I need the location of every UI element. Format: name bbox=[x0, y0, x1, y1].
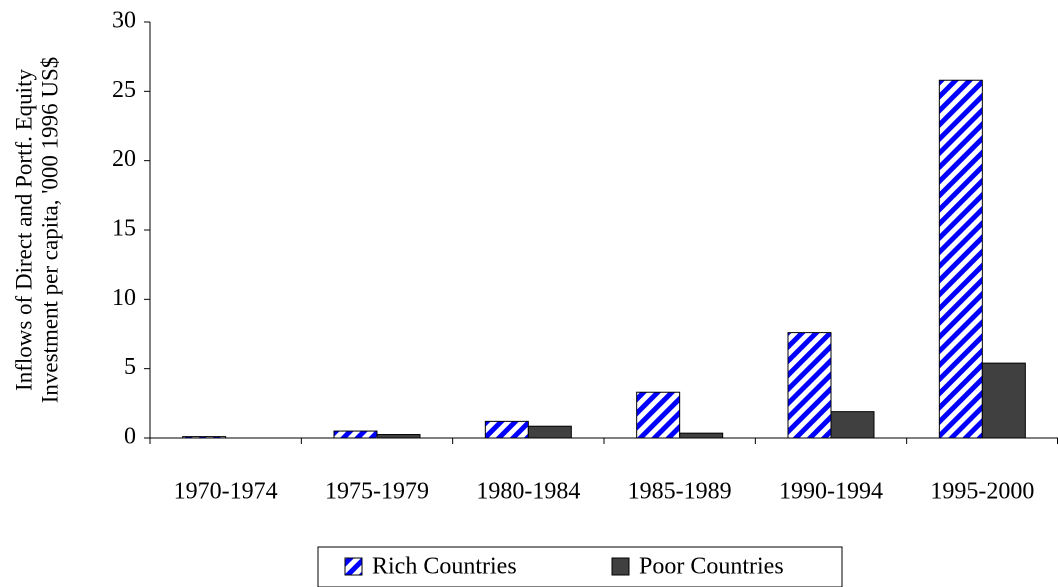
legend-swatch bbox=[611, 557, 630, 576]
y-tick-label: 20 bbox=[112, 146, 136, 172]
y-tick-label: 15 bbox=[112, 216, 136, 242]
x-tick-label: 1980-1984 bbox=[476, 479, 580, 505]
y-axis-label: Investment per capita, '000 1996 US$ bbox=[37, 57, 62, 404]
legend-label: Poor Countries bbox=[639, 554, 784, 580]
bar bbox=[679, 432, 724, 439]
legend-label: Rich Countries bbox=[372, 554, 517, 580]
bar bbox=[938, 79, 983, 439]
bar bbox=[333, 430, 378, 439]
y-axis-label: Inflows of Direct and Portf. Equity bbox=[11, 69, 36, 391]
y-tick-label: 10 bbox=[112, 285, 136, 311]
bar bbox=[376, 434, 421, 439]
legend-swatch bbox=[344, 557, 363, 576]
x-tick-label: 1995-2000 bbox=[930, 479, 1034, 505]
y-tick-label: 0 bbox=[124, 424, 136, 450]
x-tick-label: 1975-1979 bbox=[325, 479, 429, 505]
bar bbox=[484, 420, 529, 439]
x-tick-label: 1985-1989 bbox=[628, 479, 732, 505]
bar bbox=[830, 411, 875, 439]
y-tick-label: 25 bbox=[112, 77, 136, 103]
bar bbox=[636, 391, 681, 439]
bar bbox=[981, 362, 1026, 439]
legend-box bbox=[317, 546, 843, 587]
bar bbox=[182, 436, 227, 439]
y-tick-label: 30 bbox=[112, 8, 136, 34]
bar bbox=[527, 425, 572, 439]
y-tick-label: 5 bbox=[124, 354, 136, 380]
x-tick-label: 1970-1974 bbox=[174, 479, 278, 505]
bar bbox=[787, 332, 832, 439]
x-tick-label: 1990-1994 bbox=[779, 479, 883, 505]
